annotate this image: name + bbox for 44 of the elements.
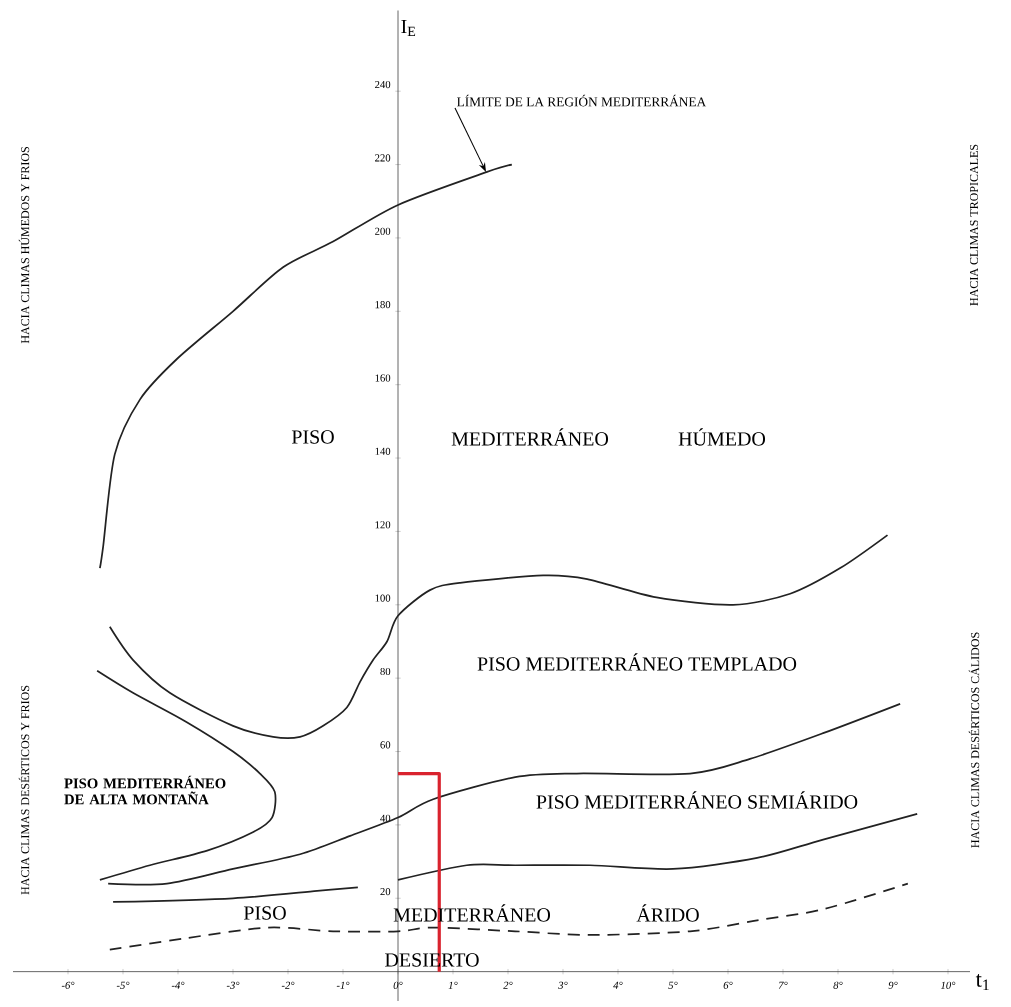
- x-tick-label: 1°: [448, 981, 458, 989]
- y-tick-label: 40: [380, 814, 391, 822]
- annotation: HACIA CLIMAS DESÉRTICOS Y FRIOS: [18, 685, 30, 895]
- y-tick-label: 160: [375, 374, 391, 382]
- annotation: PISO: [291, 430, 334, 444]
- annotation: HACIA CLIMAS TROPICALES: [969, 144, 979, 306]
- y-tick-label: 180: [375, 301, 391, 309]
- annotation: HÚMEDO: [678, 428, 766, 446]
- y-tick-label: 120: [375, 521, 391, 529]
- y-tick-label: 20: [380, 888, 391, 896]
- y-tick-label: 60: [380, 741, 391, 749]
- x-tick-label: -1°: [336, 981, 350, 989]
- y-tick-label: 80: [380, 667, 391, 676]
- y-tick-label: 100: [375, 594, 391, 602]
- annotation: PISO: [243, 906, 286, 920]
- x-tick-label: 4°: [613, 981, 623, 989]
- annotation: ÁRIDO: [636, 904, 699, 922]
- x-tick-label: -3°: [226, 981, 240, 989]
- annotation: HACIA CLIMAS DESÉRTICOS CÁLIDOS: [968, 632, 980, 848]
- x-tick-label: 0°: [393, 981, 403, 989]
- annotation: PISO MEDITERRÁNEO TEMPLADO: [477, 653, 797, 671]
- y-tick-label: 200: [375, 227, 391, 235]
- x-tick-label: 5°: [668, 981, 678, 989]
- x-tick-label: 7°: [778, 981, 788, 989]
- x-tick-label: 6°: [723, 981, 733, 989]
- x-tick-label: -5°: [116, 981, 130, 989]
- annotation: PISO MEDITERRÁNEO DE ALTA MONTAÑA: [64, 775, 226, 805]
- x-axis-title: t$_{1}$: [975, 973, 989, 991]
- y-tick-label: 140: [375, 447, 391, 455]
- x-tick-label: 3°: [558, 981, 568, 989]
- y-tick-label: 240: [375, 80, 391, 89]
- annotation: LÍMITE DE LA REGIÓN MEDITERRÁNEA: [456, 94, 707, 107]
- x-tick-label: -4°: [171, 981, 185, 989]
- y-axis-title: I$_{E}$: [401, 20, 416, 36]
- x-tick-label: -6°: [61, 981, 75, 989]
- annotation: MEDITERRÁNEO: [451, 428, 609, 446]
- x-tick-label: -2°: [281, 981, 295, 989]
- annotation: HACIA CLIMAS HÚMEDOS Y FRIOS: [18, 147, 30, 344]
- y-tick-label: 220: [375, 154, 391, 162]
- annotation: PISO MEDITERRÁNEO SEMIÁRIDO: [536, 791, 858, 809]
- x-tick-label: 9°: [888, 981, 898, 989]
- x-tick-label: 10°: [940, 981, 956, 989]
- x-tick-label: 2°: [503, 981, 513, 989]
- x-tick-label: 8°: [833, 981, 843, 989]
